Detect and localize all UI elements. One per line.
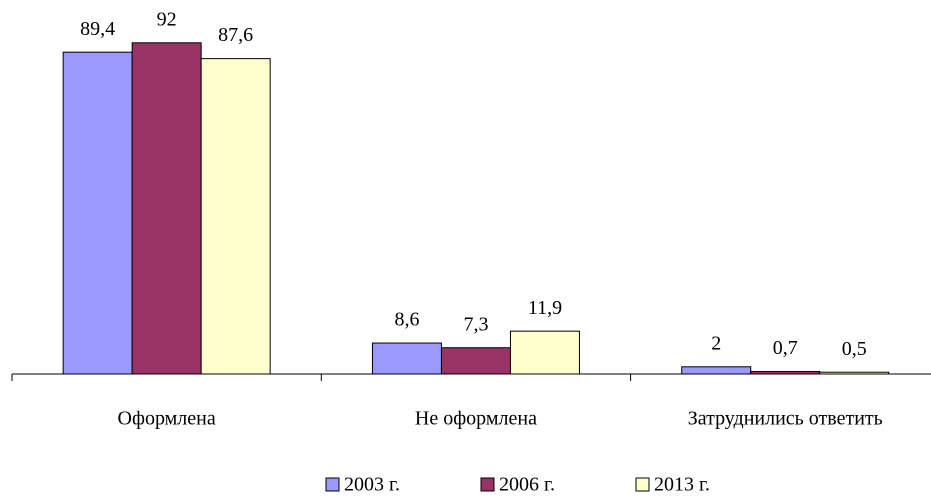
value-label: 0,5: [842, 338, 867, 360]
bar: [509, 330, 580, 375]
value-label: 89,4: [80, 18, 115, 40]
bar: [371, 342, 442, 375]
x-tick-label: Оформлена: [118, 408, 216, 430]
value-label: 11,9: [528, 297, 562, 319]
bar: [440, 347, 511, 375]
value-label: 7,3: [463, 313, 488, 335]
legend-label: 2013 г.: [654, 474, 710, 496]
bar: [819, 371, 890, 375]
x-tick-label: Не оформлена: [415, 408, 537, 430]
legend-label: 2003 г.: [344, 474, 400, 496]
bar: [750, 370, 821, 375]
value-label: 0,7: [773, 337, 798, 359]
value-label: 2: [711, 332, 721, 354]
x-tick-label: Затруднились ответить: [688, 408, 883, 430]
legend-swatch: [480, 477, 495, 492]
value-label: 87,6: [218, 24, 253, 46]
bar: [62, 51, 133, 375]
bar: [131, 42, 202, 375]
bar: [681, 366, 752, 375]
legend-label: 2006 г.: [499, 474, 555, 496]
value-label: 8,6: [394, 309, 419, 331]
legend-swatch: [325, 477, 340, 492]
value-label: 92: [157, 8, 177, 30]
bar: [200, 58, 271, 375]
legend-swatch: [635, 477, 650, 492]
